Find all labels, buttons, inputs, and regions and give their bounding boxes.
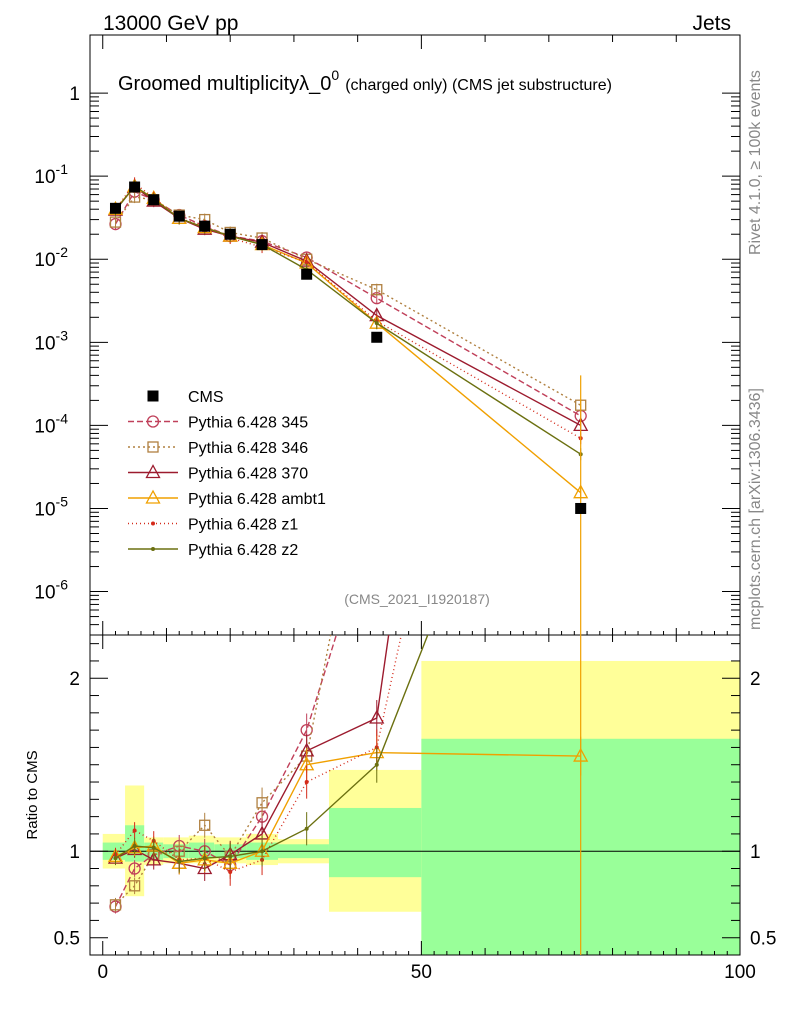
title-sup: 0: [331, 67, 339, 83]
marker-dot: [579, 244, 583, 248]
marker-dot: [304, 780, 309, 785]
ratio-line: [115, 635, 429, 863]
main-title: Groomed multiplicityλ_00 (charged only) (…: [118, 67, 612, 95]
ratio-frame: [89, 634, 741, 956]
y-tick-label: 10-3: [34, 327, 68, 354]
legend-label-cms: CMS: [188, 389, 224, 406]
x-tick-label: 100: [724, 962, 756, 983]
ratio-line: [114, 635, 403, 873]
y-tick-label: 10-2: [34, 244, 68, 271]
marker-dot: [304, 826, 309, 831]
series-line: [114, 182, 582, 439]
ratio-line: [114, 635, 338, 907]
ratio-series: [107, 244, 589, 955]
ratio-tick-label-right: 1: [750, 842, 761, 863]
marker-dot: [202, 856, 207, 861]
marker-triangle: [197, 860, 213, 875]
ratio-tick-label-left: 1: [69, 842, 80, 863]
y-tick-label: 10-5: [34, 493, 68, 520]
marker-data: [148, 194, 160, 206]
marker-data: [147, 390, 159, 402]
series-line: [114, 185, 582, 427]
axis-ticks: 0 50 100 1 10-1 10-2 10-3 10-4 10-5 10-6 0.5 0.5 1 1 2…: [34, 35, 776, 983]
marker-dot: [260, 849, 265, 854]
ratio-series-z2: [113, 244, 583, 873]
marker-square: [372, 396, 382, 406]
legend-label: Pythia 6.428 346: [188, 440, 308, 457]
rivet-version-label: Rivet 4.1.0, ≥ 100k events: [747, 70, 764, 255]
ratio-uncertainty-bands: [90, 660, 740, 955]
series-line: [114, 196, 582, 406]
title-main: Groomed multiplicityλ_0: [118, 73, 331, 95]
marker-dot: [228, 854, 233, 859]
marker-square: [109, 899, 122, 911]
marker-triangle: [145, 464, 161, 479]
marker-data: [575, 502, 587, 514]
header-left: 13000 GeV pp: [103, 12, 238, 35]
marker-data: [173, 210, 185, 222]
marker-square: [199, 819, 211, 831]
legend-label: Pythia 6.428 345: [188, 415, 308, 432]
marker-square: [128, 880, 141, 892]
mcplots-reference-label: mcplots.cern.ch [arXiv:1306.3436]: [747, 388, 764, 630]
series-ambt1: [107, 178, 589, 499]
marker-dot: [151, 547, 155, 551]
marker-circle: [371, 500, 382, 511]
marker-dot: [228, 869, 233, 874]
x-tick-label: 50: [411, 962, 432, 983]
y-tick-label: 10-4: [34, 410, 68, 437]
series-line: [114, 185, 582, 494]
marker-square: [371, 284, 383, 296]
series-line: [114, 190, 582, 417]
ratio-tick-label-right: 0.5: [750, 929, 776, 950]
marker-data: [256, 239, 268, 251]
title-extra: (charged only) (CMS jet substructure): [345, 77, 612, 94]
marker-data: [199, 220, 211, 232]
y-tick-label: 10-6: [34, 577, 68, 604]
marker-dot: [132, 828, 137, 833]
marker-triangle: [146, 851, 162, 866]
marker-data: [129, 181, 141, 193]
legend: CMS Pythia 6.428 345 Pythia 6.428 346 Pythi…: [128, 389, 326, 559]
legend-label: Pythia 6.428 z2: [188, 542, 298, 559]
marker-data: [371, 331, 383, 343]
ratio-tick-label-left: 0.5: [54, 929, 80, 950]
cms-data-points: [109, 181, 587, 514]
ratio-tick-label-right: 2: [750, 669, 761, 690]
legend-label: Pythia 6.428 z1: [188, 517, 298, 534]
marker-square: [256, 797, 268, 809]
marker-dot: [177, 859, 182, 864]
series-z2: [113, 180, 583, 461]
ratio-ylabel: Ratio to CMS: [24, 750, 41, 839]
marker-dot: [132, 844, 137, 849]
marker-triangle: [369, 709, 385, 724]
series-line: [114, 185, 582, 455]
marker-square: [147, 441, 159, 453]
marker-data: [109, 202, 121, 214]
legend-label: Pythia 6.428 ambt1: [188, 491, 326, 508]
ratio-line: [114, 635, 332, 906]
marker-dot: [151, 845, 156, 850]
marker-triangle: [145, 489, 161, 504]
marker-data: [301, 268, 313, 280]
marker-circle: [128, 862, 141, 875]
y-tick-label: 10-1: [34, 161, 68, 188]
marker-dot: [374, 321, 379, 326]
header-right: Jets: [692, 12, 731, 35]
marker-circle: [146, 415, 160, 428]
marker-dot: [151, 521, 155, 526]
ratio-tick-label-left: 2: [69, 669, 80, 690]
x-tick-label: 0: [97, 962, 108, 983]
marker-data: [224, 228, 236, 240]
marker-square: [109, 216, 122, 228]
band-green: [328, 807, 422, 878]
analysis-watermark: (CMS_2021_I1920187): [344, 591, 490, 607]
y-tick-label: 1: [69, 84, 80, 105]
marker-dot: [374, 762, 379, 767]
legend-label: Pythia 6.428 370: [188, 466, 308, 483]
marker-dot: [113, 856, 118, 861]
marker-dot: [304, 260, 309, 265]
main-series: [107, 177, 589, 635]
